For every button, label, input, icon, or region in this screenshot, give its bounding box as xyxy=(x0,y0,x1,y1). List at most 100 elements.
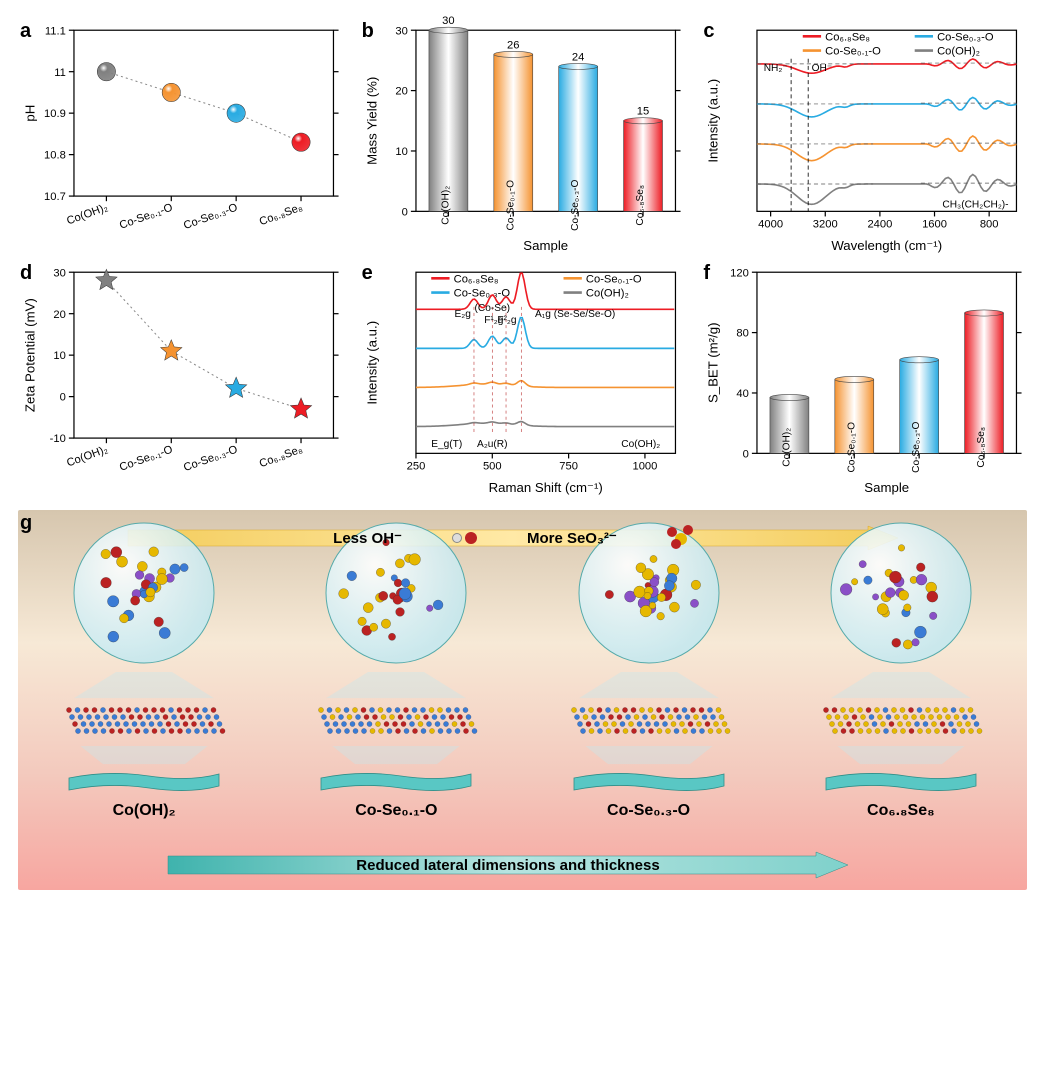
svg-text:S_BET (m²/g): S_BET (m²/g) xyxy=(706,323,721,404)
svg-text:E_g(T): E_g(T) xyxy=(431,439,462,450)
panel-c-label: c xyxy=(703,20,714,43)
svg-text:Co-Se₀.₃-O: Co-Se₀.₃-O xyxy=(911,422,922,473)
panel-b-label: b xyxy=(362,20,374,43)
svg-text:Co-Se₀.₁-O: Co-Se₀.₁-O xyxy=(118,201,175,231)
svg-text:A₁g (Se-Se/Se-O): A₁g (Se-Se/Se-O) xyxy=(535,309,615,320)
scatter-zeta: -100102030Co(OH)₂Co-Se₀.₁-OCo-Se₀.₃-OCo₆… xyxy=(18,260,344,494)
svg-text:Co(OH)₂: Co(OH)₂ xyxy=(621,439,660,450)
svg-text:CH₃(CH₂CH₂)-: CH₃(CH₂CH₂)- xyxy=(943,199,1009,210)
schematic-item-0: Co(OH)₂ xyxy=(59,518,229,820)
svg-text:3200: 3200 xyxy=(813,219,838,231)
schematic-item-label: Co-Se₀.₁-O xyxy=(355,802,437,820)
svg-text:0: 0 xyxy=(743,448,749,460)
svg-text:Zeta Potential (mV): Zeta Potential (mV) xyxy=(22,298,37,412)
bottom-arrow: Reduced lateral dimensions and thickness xyxy=(168,852,848,878)
seo3-mol-icon xyxy=(667,529,693,547)
panel-f: f 04080120 S_BET (m²/g)SampleCo(OH)₂Co-S… xyxy=(701,260,1027,490)
svg-text:30: 30 xyxy=(442,15,454,27)
svg-text:Co(OH)₂: Co(OH)₂ xyxy=(65,202,109,228)
schematic-item-2: Co-Se₀.₃-O xyxy=(564,518,734,820)
svg-text:Sample: Sample xyxy=(865,480,910,495)
svg-text:10.7: 10.7 xyxy=(44,191,66,203)
schematic-item-label: Co₆.₈Se₈ xyxy=(867,802,935,820)
svg-text:30: 30 xyxy=(395,25,407,37)
schematic: Less OH⁻ More SeO₃²⁻ Co(OH)₂Co-Se₀.₁-OCo… xyxy=(18,510,1027,890)
svg-text:Co-Se₀.₁-O: Co-Se₀.₁-O xyxy=(505,180,516,231)
svg-text:80: 80 xyxy=(737,328,749,340)
schematic-item-label: Co-Se₀.₃-O xyxy=(607,802,690,820)
svg-text:1000: 1000 xyxy=(632,461,657,473)
svg-text:(Co-Se): (Co-Se) xyxy=(474,303,510,314)
svg-text:Intensity (a.u.): Intensity (a.u.) xyxy=(706,79,721,163)
svg-text:Intensity (a.u.): Intensity (a.u.) xyxy=(364,321,379,405)
top-arrow-text-right: More SeO₃²⁻ xyxy=(527,529,617,547)
panel-g-label: g xyxy=(20,512,32,535)
svg-text:Co-Se₀.₃-O: Co-Se₀.₃-O xyxy=(453,288,510,300)
svg-text:E₂g: E₂g xyxy=(454,309,470,320)
svg-text:250: 250 xyxy=(406,461,425,473)
panel-d-label: d xyxy=(20,262,32,285)
svg-text:Co-Se₀.₃-O: Co-Se₀.₃-O xyxy=(182,201,239,232)
svg-text:Co-Se₀.₃-O: Co-Se₀.₃-O xyxy=(182,443,239,474)
panel-c: c 4000320024001600800Intensity (a.u.)Wav… xyxy=(701,18,1027,248)
top-arrow-text-left: Less OH⁻ xyxy=(333,529,402,547)
scatter-ph: 10.710.810.91111.1Co(OH)₂Co-Se₀.₁-OCo-Se… xyxy=(18,18,344,252)
svg-text:0: 0 xyxy=(60,392,66,404)
svg-text:30: 30 xyxy=(53,267,65,279)
svg-text:Co₆.₈Se₈: Co₆.₈Se₈ xyxy=(976,427,987,468)
svg-text:750: 750 xyxy=(559,461,578,473)
svg-text:Co(OH)₂: Co(OH)₂ xyxy=(937,46,980,58)
schematic-item-1: Co-Se₀.₁-O xyxy=(311,518,481,820)
panel-g: g Less OH⁻ More SeO₃²⁻ xyxy=(18,510,1027,890)
svg-text:40: 40 xyxy=(737,388,749,400)
svg-text:Co-Se₀.₁-O: Co-Se₀.₁-O xyxy=(118,443,175,473)
schematic-item-label: Co(OH)₂ xyxy=(113,802,176,820)
svg-text:Co(OH)₂: Co(OH)₂ xyxy=(440,186,451,225)
svg-text:Raman Shift (cm⁻¹): Raman Shift (cm⁻¹) xyxy=(488,480,602,495)
svg-text:11: 11 xyxy=(54,67,66,79)
svg-text:Co₆.₈Se₈: Co₆.₈Se₈ xyxy=(453,273,498,285)
top-arrow: Less OH⁻ More SeO₃²⁻ xyxy=(128,526,898,550)
svg-text:15: 15 xyxy=(636,106,648,118)
svg-text:Co-Se₀.₃-O: Co-Se₀.₃-O xyxy=(570,180,581,231)
svg-text:10: 10 xyxy=(395,146,407,158)
svg-text:Co₆.₈Se₈: Co₆.₈Se₈ xyxy=(635,185,646,226)
svg-text:F²₂g: F²₂g xyxy=(497,315,516,326)
svg-text:24: 24 xyxy=(572,51,584,63)
panel-d: d -100102030Co(OH)₂Co-Se₀.₁-OCo-Se₀.₃-OC… xyxy=(18,260,344,490)
bar-bet: 04080120 S_BET (m²/g)SampleCo(OH)₂Co-Se₀… xyxy=(701,260,1027,494)
svg-text:20: 20 xyxy=(53,309,65,321)
svg-text:Mass Yield (%): Mass Yield (%) xyxy=(364,77,379,165)
svg-text:Co₆.₈Se₈: Co₆.₈Se₈ xyxy=(258,444,304,471)
svg-text:Co₆.₈Se₈: Co₆.₈Se₈ xyxy=(258,202,304,229)
panel-f-label: f xyxy=(703,262,710,285)
svg-text:10: 10 xyxy=(53,350,65,362)
panel-e-label: e xyxy=(362,262,373,285)
bar-yield: 0102030 Mass Yield (%)Sample30Co(OH)₂26C… xyxy=(360,18,686,252)
svg-text:Wavelength (cm⁻¹): Wavelength (cm⁻¹) xyxy=(832,238,943,253)
svg-text:Co(OH)₂: Co(OH)₂ xyxy=(586,288,629,300)
svg-text:NH₂⁻: NH₂⁻ xyxy=(764,63,788,74)
svg-text:10.9: 10.9 xyxy=(44,108,66,120)
svg-text:Co-Se₀.₁-O: Co-Se₀.₁-O xyxy=(847,422,858,473)
bottom-arrow-text: Reduced lateral dimensions and thickness xyxy=(356,857,659,874)
svg-text:-10: -10 xyxy=(50,433,66,445)
schematic-items: Co(OH)₂ Co-Se₀.₁-O Co-Se₀.₃-O Co₆.₈Se₈ xyxy=(18,560,1027,820)
svg-text:1600: 1600 xyxy=(922,219,947,231)
panel-b: b 0102030 Mass Yield (%)Sample30Co(OH)₂2… xyxy=(360,18,686,248)
oh-mol-icon xyxy=(452,529,477,547)
panel-e: e 2505007501000Intensity (a.u.)Raman Shi… xyxy=(360,260,686,490)
figure: a 10.710.810.91111.1Co(OH)₂Co-Se₀.₁-OCo-… xyxy=(18,18,1027,890)
svg-text:26: 26 xyxy=(507,39,519,51)
svg-text:Co-Se₀.₁-O: Co-Se₀.₁-O xyxy=(825,46,881,58)
schematic-item-3: Co₆.₈Se₈ xyxy=(816,518,986,820)
svg-text:A₂u(R): A₂u(R) xyxy=(477,439,507,450)
svg-text:Co-Se₀.₁-O: Co-Se₀.₁-O xyxy=(586,273,642,285)
svg-text:10.8: 10.8 xyxy=(44,150,66,162)
svg-text:Co-Se₀.₃-O: Co-Se₀.₃-O xyxy=(937,31,994,43)
svg-text:20: 20 xyxy=(395,86,407,98)
panel-a: a 10.710.810.91111.1Co(OH)₂Co-Se₀.₁-OCo-… xyxy=(18,18,344,248)
svg-text:0: 0 xyxy=(401,206,407,218)
svg-text:120: 120 xyxy=(730,267,749,279)
svg-text:500: 500 xyxy=(483,461,502,473)
